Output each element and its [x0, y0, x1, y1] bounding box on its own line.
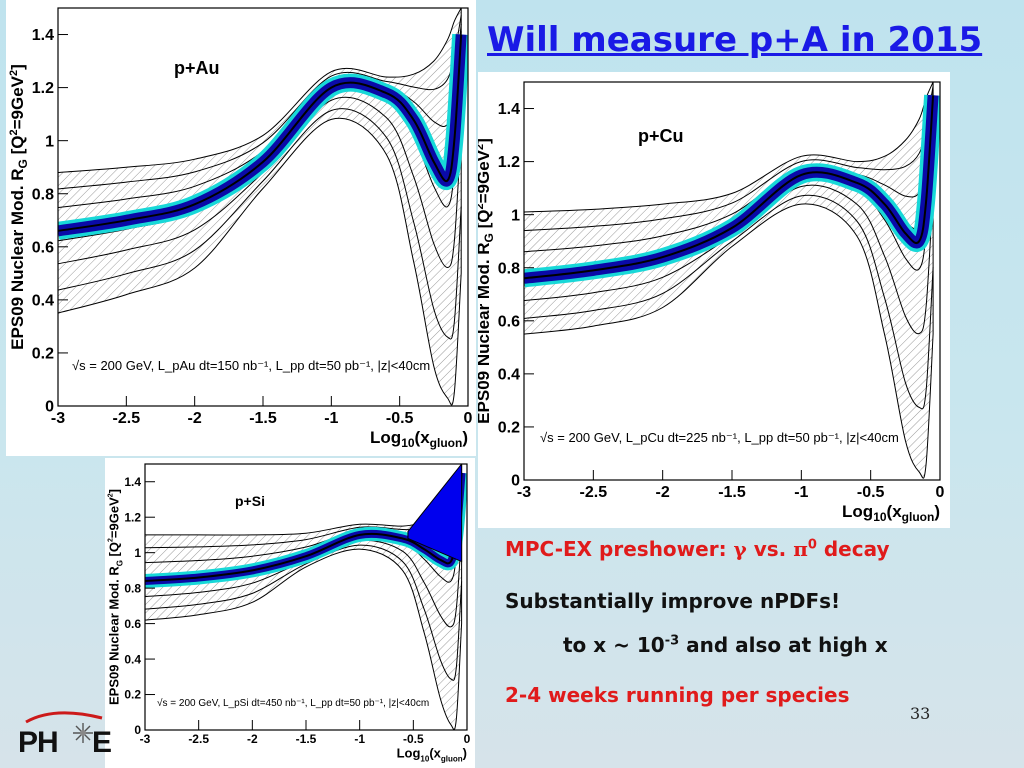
- chart-psi-ytick-label: 0.4: [124, 652, 141, 666]
- chart-panel-pcu: -3 -2.5 -2 -1.5 -1 -0.5 0 0 0.2 0.4 0.6 0.8 1 1.2 1.4 L…: [478, 72, 950, 528]
- bullet-mpcex-mid: vs.: [746, 537, 794, 561]
- chart-pcu-xtick-label: -2.5: [580, 484, 608, 501]
- bullet-mpcex-post: decay: [816, 537, 890, 561]
- bullet-range-post: and also at high x: [679, 633, 888, 657]
- pi-symbol: π: [793, 537, 808, 561]
- chart-pcu-label: p+Cu: [638, 126, 684, 146]
- chart-pau-xtick-label: -3: [51, 410, 65, 427]
- chart-pcu-central-core: [524, 95, 935, 280]
- chart-pcu-ytick-label: 1: [511, 207, 520, 224]
- chart-psi-highx-band: [407, 464, 463, 563]
- chart-pcu-plot: [524, 82, 940, 479]
- chart-psi-ytick-label: 1.4: [124, 475, 141, 489]
- chart-pau-error-curve-1: [58, 96, 462, 268]
- chart-pcu-xtick-label: -1: [794, 484, 808, 501]
- chart-pcu-ytick-label: 0.2: [498, 420, 520, 437]
- chart-pau-xtick-label: -2: [188, 410, 202, 427]
- chart-pcu-svg: -3 -2.5 -2 -1.5 -1 -0.5 0 0 0.2 0.4 0.6 0.8 1 1.2 1.4 L…: [478, 81, 945, 524]
- chart-psi-xaxis-label: Log10(xgluon): [397, 746, 467, 764]
- bullet-weeks: 2-4 weeks running per species: [505, 683, 850, 707]
- chart-psi-yaxis-label: EPS09 Nuclear Mod. RG [Q2=9GeV2]: [107, 489, 125, 705]
- chart-pcu-yaxis-label: EPS09 Nuclear Mod. RG [Q2=9GeV2]: [478, 138, 496, 424]
- chart-psi-ytick-label: 1.2: [124, 510, 141, 524]
- logo-star-icon: [73, 723, 93, 743]
- chart-pcu-xaxis-label: Log10(xgluon): [842, 502, 940, 524]
- phenix-logo: PH E: [16, 708, 112, 760]
- chart-pcu-xtick-label: -0.5: [857, 484, 885, 501]
- logo-swoosh-icon: [25, 711, 103, 724]
- chart-pau-error-curve-0: [58, 108, 462, 340]
- chart-pau-yaxis-label: EPS09 Nuclear Mod. RG [Q2=9GeV2]: [8, 64, 30, 350]
- chart-psi-svg: -3 -2.5 -2 -1.5 -1 -0.5 0 0 0.2 0.4 0.6 0.8 1 1.2 1.4 L…: [107, 463, 471, 764]
- page-number: 33: [910, 704, 931, 723]
- chart-psi-xtick-label: -1: [354, 732, 365, 746]
- chart-psi-label: p+Si: [235, 493, 265, 509]
- chart-pcu-ytick-label: 0: [511, 473, 520, 490]
- gamma-symbol: γ: [733, 537, 747, 561]
- chart-psi-xtick-label: -2: [247, 732, 258, 746]
- chart-psi-xtick-label: -0.5: [403, 732, 424, 746]
- chart-pau-label: p+Au: [174, 58, 220, 78]
- chart-pau-annotation: √s = 200 GeV, L_pAu dt=150 nb⁻¹, L_pp dt…: [72, 358, 430, 373]
- chart-pau-central-core: [58, 34, 463, 232]
- chart-pcu-ytick-label: 0.8: [498, 260, 520, 277]
- chart-pau-error-curve-5: [58, 15, 462, 190]
- chart-pcu-error-curve-0: [524, 194, 934, 410]
- bullet-range-exp: -3: [664, 633, 680, 649]
- chart-pcu-ytick-label: 1.4: [498, 101, 520, 118]
- chart-pau-xaxis-label: Log10(xgluon): [370, 428, 468, 450]
- chart-pcu-xtick-label: -1.5: [718, 484, 746, 501]
- chart-pau-ytick-label: 0.4: [32, 292, 54, 309]
- chart-psi-annotation: √s = 200 GeV, L_pSi dt=450 nb⁻¹, L_pp dt…: [157, 697, 429, 709]
- bullet-range-pre: to x ~ 10: [563, 633, 665, 657]
- chart-pcu-xtick-label: -3: [517, 484, 531, 501]
- slide-title: Will measure p+A in 2015: [487, 20, 983, 60]
- chart-pau-error-band: [58, 8, 462, 406]
- chart-psi-error-curve-0: [145, 544, 463, 681]
- chart-pau-svg: -3 -2.5 -2 -1.5 -1 -0.5 0 0 0.2 0.4 0.6 0.8 1 1.2 1.4 L…: [8, 7, 473, 450]
- chart-psi-error-curve-1: [145, 533, 463, 628]
- chart-psi-ytick-label: 0.8: [124, 581, 141, 595]
- bullet-npdf: Substantially improve nPDFs!: [505, 589, 841, 613]
- chart-psi-ytick-label: 0: [134, 723, 141, 737]
- chart-pau-ytick-label: 1.4: [32, 27, 54, 44]
- pi-superscript: 0: [807, 537, 817, 553]
- chart-psi-ytick-label: 1: [134, 546, 141, 560]
- chart-pau-xtick-label: 0: [464, 410, 473, 427]
- chart-pau-ytick-label: 0.6: [32, 239, 54, 256]
- chart-panel-psi: -3 -2.5 -2 -1.5 -1 -0.5 0 0 0.2 0.4 0.6 0.8 1 1.2 1.4 L…: [105, 458, 475, 768]
- chart-psi-error-band: [145, 464, 463, 730]
- chart-psi-ytick-label: 0.6: [124, 617, 141, 631]
- chart-pcu-ytick-label: 1.2: [498, 154, 520, 171]
- bullet-mpcex: MPC-EX preshower: γ vs. π0 decay: [505, 537, 890, 561]
- bullet-mpcex-pre: MPC-EX preshower:: [505, 537, 734, 561]
- chart-pau-ytick-label: 1: [45, 133, 54, 150]
- chart-pcu-xtick-label: 0: [936, 484, 945, 501]
- chart-pcu-ytick-label: 0.4: [498, 366, 520, 383]
- chart-psi-xtick-label: -2.5: [188, 732, 209, 746]
- chart-psi-xtick-label: 0: [464, 732, 471, 746]
- chart-pau-ytick-label: 1.2: [32, 80, 54, 97]
- chart-pau-ytick-label: 0: [45, 399, 54, 416]
- chart-psi-ytick-label: 0.2: [124, 688, 141, 702]
- chart-pau-xtick-label: -0.5: [386, 410, 414, 427]
- chart-psi-xtick-label: -3: [140, 732, 151, 746]
- logo-text-left: PH: [18, 726, 59, 759]
- chart-pau-xtick-label: -2.5: [113, 410, 141, 427]
- chart-pau-ytick-label: 0.8: [32, 186, 54, 203]
- chart-psi-xtick-label: -1.5: [296, 732, 317, 746]
- chart-pcu-error-curve-1: [524, 184, 934, 335]
- chart-pau-xtick-label: -1: [324, 410, 338, 427]
- chart-panel-pau: -3 -2.5 -2 -1.5 -1 -0.5 0 0 0.2 0.4 0.6 0.8 1 1.2 1.4 L…: [6, 0, 476, 456]
- chart-pcu-ytick-label: 0.6: [498, 313, 520, 330]
- chart-pau-plot: [58, 8, 468, 406]
- chart-pcu-xtick-label: -2: [656, 484, 670, 501]
- chart-pau-ytick-label: 0.2: [32, 346, 54, 363]
- bullet-range: to x ~ 10-3 and also at high x: [563, 633, 888, 657]
- chart-pcu-annotation: √s = 200 GeV, L_pCu dt=225 nb⁻¹, L_pp dt…: [540, 430, 899, 445]
- chart-pau-xtick-label: -1.5: [249, 410, 277, 427]
- logo-text-right: E: [92, 726, 113, 759]
- chart-psi-plot: [145, 464, 467, 730]
